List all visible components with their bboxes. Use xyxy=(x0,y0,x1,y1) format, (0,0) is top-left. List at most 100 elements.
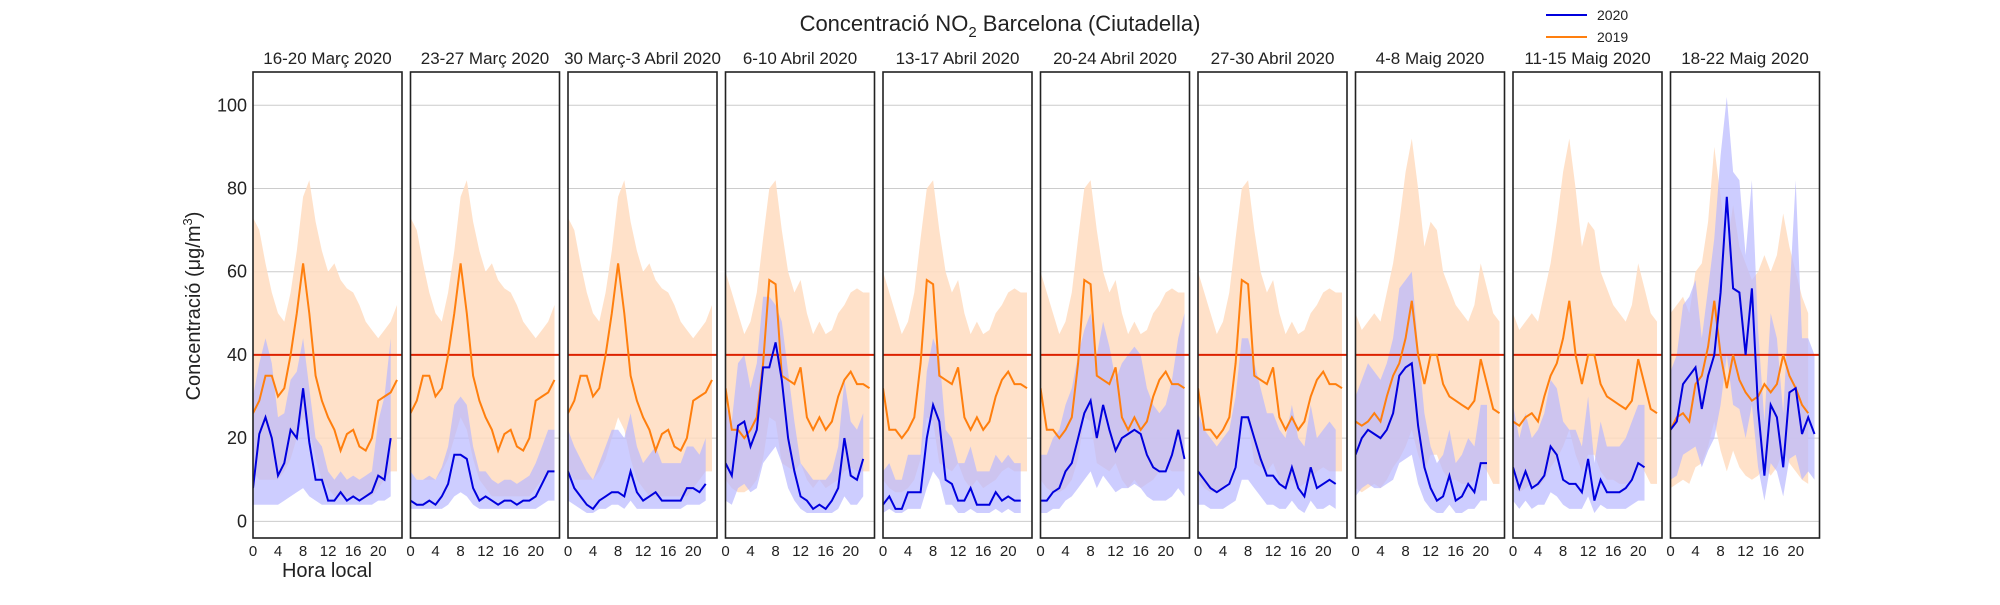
chart-title: Concentració NO2 Barcelona (Ciutadella) xyxy=(800,11,1201,41)
x-tick-label: 20 xyxy=(1472,543,1489,560)
panel-frame xyxy=(1039,71,1191,539)
panel-frame xyxy=(882,71,1033,539)
series-2019-line xyxy=(410,263,556,454)
x-tick-label: 12 xyxy=(1580,543,1597,560)
x-tick-label: 8 xyxy=(456,543,464,560)
panel-title: 30 Març-3 Abril 2020 xyxy=(564,49,721,68)
x-tick-label: 0 xyxy=(564,543,572,560)
x-tick-label: 12 xyxy=(1737,543,1754,560)
x-tick-label: 8 xyxy=(1401,543,1409,560)
x-tick-label: 4 xyxy=(1691,543,1699,560)
panel-frame xyxy=(1197,71,1348,539)
y-tick-label: 0 xyxy=(237,511,247,531)
x-tick-label: 16 xyxy=(817,543,834,560)
panel-1: 16-20 Març 2020 0 4 8 12 16 20 xyxy=(249,49,403,560)
series-2020-line xyxy=(1355,361,1487,503)
legend-label-2019: 2019 xyxy=(1597,29,1628,45)
panel-title: 23-27 Març 2020 xyxy=(421,49,550,68)
x-tick-label: 8 xyxy=(1244,543,1252,560)
series-2020-line xyxy=(253,388,392,502)
x-tick-label: 12 xyxy=(1265,543,1282,560)
x-tick-label: 20 xyxy=(1000,543,1017,560)
band-2020 xyxy=(883,338,1021,513)
band-2019 xyxy=(568,180,712,497)
series-2019-line xyxy=(725,278,871,440)
x-tick-label: 8 xyxy=(299,543,307,560)
panel-title: 4-8 Maig 2020 xyxy=(1376,49,1485,68)
y-tick-label: 100 xyxy=(217,95,247,115)
panel-title: 11-15 Maig 2020 xyxy=(1524,49,1650,68)
x-tick-label: 4 xyxy=(1534,543,1542,560)
series-2020-line xyxy=(883,401,1021,510)
band-2020 xyxy=(1670,97,1815,501)
series-2020-line xyxy=(725,342,865,511)
x-tick-label: 4 xyxy=(431,543,439,560)
band-2020 xyxy=(568,413,706,513)
x-tick-label: 20 xyxy=(370,543,387,560)
x-tick-label: 8 xyxy=(1559,543,1567,560)
series-2019-line xyxy=(253,263,398,454)
x-tick-label: 16 xyxy=(1132,543,1149,560)
x-tick-label: 16 xyxy=(660,543,677,560)
series-2019-line xyxy=(1355,300,1501,427)
panel-title: 27-30 Abril 2020 xyxy=(1211,49,1335,68)
panel-5: 13-17 Abril 2020 0 4 8 12 16 20 xyxy=(879,49,1033,560)
panel-frame xyxy=(1512,71,1663,539)
legend: 2020 2019 xyxy=(1546,7,1628,45)
panel-frame xyxy=(409,71,561,539)
panel-frame xyxy=(1354,71,1506,539)
x-tick-label: 20 xyxy=(527,543,544,560)
series-2019-line xyxy=(883,278,1028,440)
y-tick-label: 20 xyxy=(227,428,247,448)
x-tick-label: 4 xyxy=(1376,543,1384,560)
x-tick-label: 16 xyxy=(975,543,992,560)
x-tick-label: 20 xyxy=(1157,543,1174,560)
series-2019-line xyxy=(1198,278,1343,440)
panel-frame xyxy=(252,71,403,539)
panel-8: 4-8 Maig 2020 0 4 8 12 16 20 xyxy=(1351,49,1506,560)
band-2020 xyxy=(1198,338,1336,513)
legend-label-2020: 2020 xyxy=(1597,7,1628,23)
x-tick-label: 4 xyxy=(746,543,754,560)
x-tick-label: 16 xyxy=(1290,543,1307,560)
series-2019-line xyxy=(568,263,713,454)
panel-6: 20-24 Abril 2020 0 4 8 12 16 20 xyxy=(1036,49,1191,560)
x-tick-label: 0 xyxy=(1351,543,1359,560)
band-2020 xyxy=(1040,313,1185,513)
panel-frame xyxy=(1669,71,1821,539)
x-tick-label: 12 xyxy=(635,543,652,560)
x-tick-label: 0 xyxy=(721,543,729,560)
x-tick-label: 4 xyxy=(274,543,282,560)
series-2020-line xyxy=(410,453,555,507)
panel-title: 6-10 Abril 2020 xyxy=(743,49,857,68)
band-2019 xyxy=(883,180,1027,493)
panel-2: 23-27 Març 2020 0 4 8 12 16 20 xyxy=(406,49,561,560)
x-tick-label: 20 xyxy=(685,543,702,560)
series-2020-line xyxy=(1513,444,1646,501)
x-tick-label: 16 xyxy=(345,543,362,560)
x-tick-label: 16 xyxy=(502,543,519,560)
band-2020 xyxy=(253,338,391,505)
x-tick-label: 16 xyxy=(1762,543,1779,560)
x-tick-label: 8 xyxy=(1716,543,1724,560)
panel-title: 16-20 Març 2020 xyxy=(263,49,392,68)
panel-title: 20-24 Abril 2020 xyxy=(1053,49,1177,68)
x-tick-label: 0 xyxy=(406,543,414,560)
band-2019 xyxy=(410,180,555,497)
x-tick-label: 8 xyxy=(1086,543,1094,560)
x-tick-label: 20 xyxy=(842,543,859,560)
band-2020 xyxy=(410,396,555,509)
y-tick-label: 60 xyxy=(227,262,247,282)
panel-4: 6-10 Abril 2020 0 4 8 12 16 20 xyxy=(721,49,876,560)
series-2019-line xyxy=(1513,300,1658,428)
x-tick-label: 12 xyxy=(1107,543,1124,560)
y-tick-label: 40 xyxy=(227,345,247,365)
panel-3: 30 Març-3 Abril 2020 0 4 8 12 16 20 xyxy=(564,49,721,560)
band-2020 xyxy=(1355,271,1487,513)
x-tick-label: 4 xyxy=(589,543,597,560)
x-tick-label: 0 xyxy=(1509,543,1517,560)
series-2020-line xyxy=(1198,416,1337,499)
x-tick-label: 0 xyxy=(1036,543,1044,560)
x-tick-label: 8 xyxy=(614,543,622,560)
